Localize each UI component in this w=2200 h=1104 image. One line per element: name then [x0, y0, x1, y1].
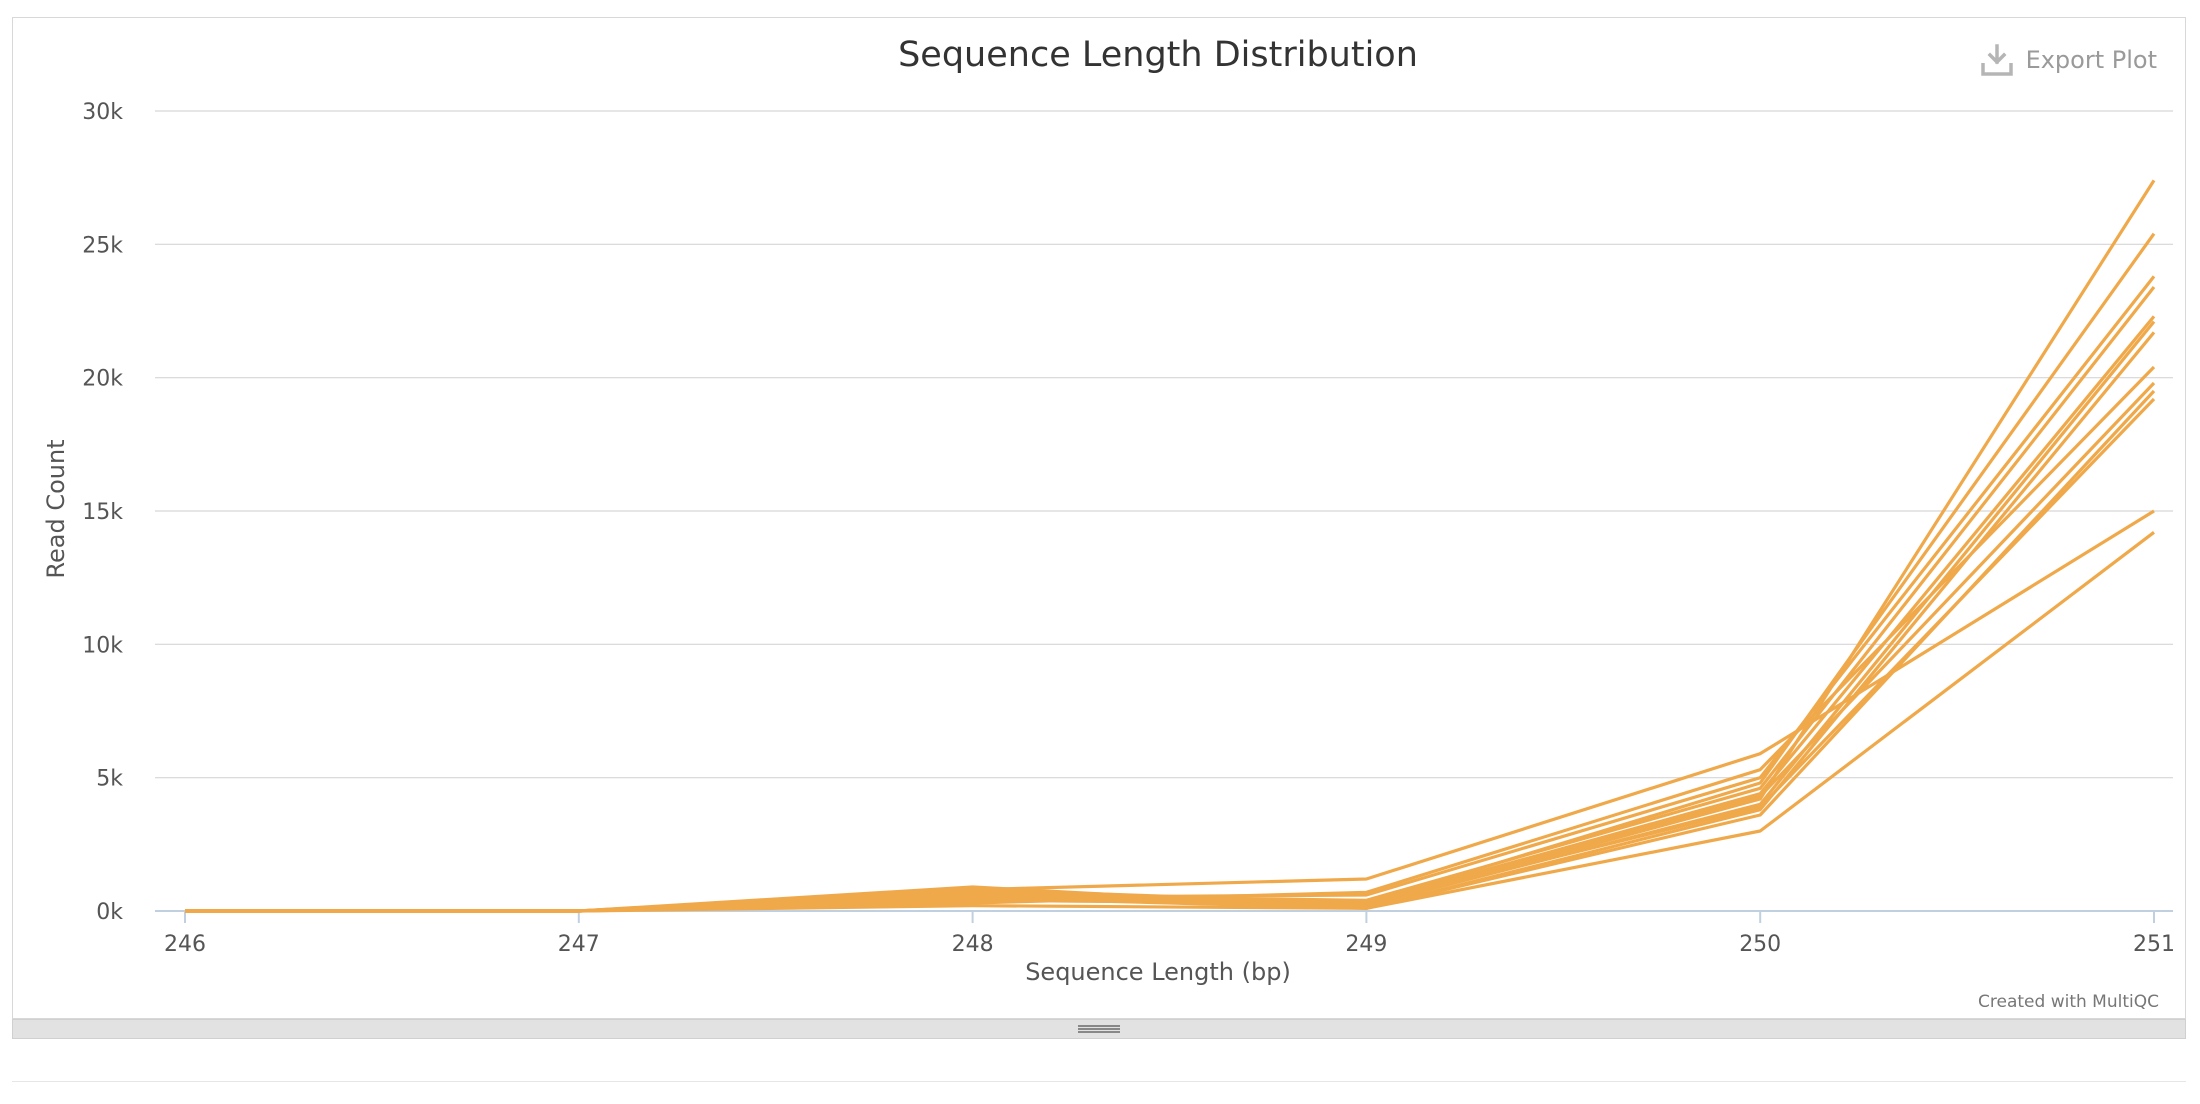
y-tick-label: 20k: [82, 367, 123, 392]
x-tick-label: 251: [2133, 932, 2175, 957]
y-tick-label: 25k: [82, 233, 123, 258]
sequence-length-chart: Sequence Length Distribution 0k 5k 10k 15k 2…: [42, 35, 2175, 1012]
y-axis-title: Read Count: [42, 439, 70, 578]
x-axis-ticks: 246 247 248 249 250 251: [164, 911, 2175, 957]
series-line-4[interactable]: [185, 286, 2156, 913]
y-tick-label: 15k: [82, 500, 123, 525]
x-tick-label: 250: [1739, 932, 1781, 957]
series-line-3[interactable]: [185, 275, 2156, 913]
grip-icon: [1078, 1025, 1120, 1033]
export-plot-label: Export Plot: [2025, 46, 2157, 74]
series-line-8[interactable]: [185, 365, 2156, 913]
series-line-6[interactable]: [185, 320, 2156, 913]
divider: [12, 1081, 2186, 1082]
export-plot-button[interactable]: Export Plot: [1980, 43, 2157, 77]
plot-container: Sequence Length Distribution 0k 5k 10k 15k 2…: [12, 17, 2186, 1019]
y-tick-label: 0k: [96, 900, 123, 925]
series-line-2[interactable]: [185, 232, 2156, 913]
y-tick-label: 10k: [82, 633, 123, 658]
x-tick-label: 247: [558, 932, 600, 957]
series-line-5[interactable]: [185, 315, 2156, 913]
credit-text: Created with MultiQC: [1978, 992, 2159, 1012]
series-line-7[interactable]: [185, 331, 2156, 913]
series-lines: [185, 179, 2156, 913]
download-icon: [1980, 44, 2013, 76]
x-tick-label: 249: [1345, 932, 1387, 957]
x-tick-label: 246: [164, 932, 206, 957]
x-tick-label: 248: [952, 932, 994, 957]
x-axis-title: Sequence Length (bp): [1025, 958, 1291, 986]
series-line-13[interactable]: [185, 531, 2155, 913]
plot-resize-handle[interactable]: [12, 1019, 2186, 1039]
series-line-1[interactable]: [185, 179, 2156, 913]
y-tick-label: 30k: [82, 100, 123, 125]
gridlines: [155, 110, 2173, 912]
chart-title: Sequence Length Distribution: [898, 35, 1418, 75]
y-tick-label: 5k: [96, 767, 123, 792]
y-axis-ticks: 0k 5k 10k 15k 20k 25k 30k: [82, 100, 123, 925]
series-line-11[interactable]: [185, 397, 2156, 913]
